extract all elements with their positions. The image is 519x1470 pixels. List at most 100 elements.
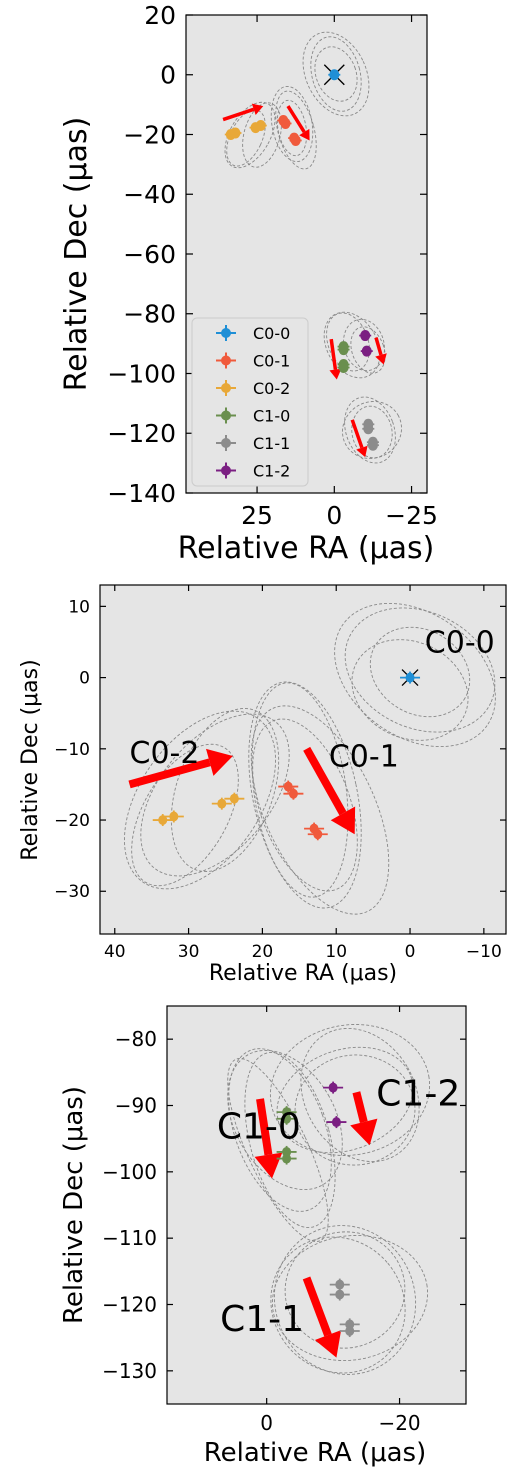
- arrow-shaft: [352, 1091, 368, 1123]
- marker: [282, 1113, 292, 1124]
- marker: [288, 788, 298, 799]
- x-axis: 25 0 −25: [241, 15, 438, 530]
- y-tick-label: −100: [107, 359, 176, 388]
- data-point-c1-1: [329, 1288, 350, 1301]
- x-tick-label: 0: [326, 501, 342, 530]
- arrow-head: [314, 1330, 342, 1358]
- marker: [255, 120, 266, 132]
- marker: [329, 69, 340, 81]
- marker: [158, 815, 168, 825]
- y-tick-label: −100: [102, 1160, 157, 1184]
- x-tick-label: 30: [178, 942, 200, 962]
- marker: [290, 134, 301, 146]
- legend-box: [191, 317, 309, 487]
- legend-entry: C0-2: [216, 379, 290, 398]
- panel-zoom-c0: 10 0 −10 −20 −30 40 30 20 10 0 −10 C0-0 C0-1 C0-2 R…: [18, 584, 507, 986]
- arrow-head: [206, 748, 233, 776]
- component-label: C1-0: [217, 1107, 301, 1148]
- marker: [335, 1279, 345, 1290]
- legend-marker: [221, 438, 231, 448]
- y-tick-label: −40: [123, 180, 176, 209]
- legend-label: C0-1: [253, 352, 290, 371]
- y-tick-label: −130: [102, 1359, 157, 1383]
- marker: [360, 330, 371, 342]
- y-tick-label: −80: [123, 300, 176, 329]
- y-tick-label: −140: [107, 479, 176, 508]
- data-point-c0-1: [307, 828, 328, 841]
- marker: [283, 781, 293, 792]
- arrow-shaft: [329, 338, 338, 370]
- panel-overview: 20 0 −20 −40 −60 −80 −100 −120 −140 25 0 −25 Relat…: [59, 1, 438, 566]
- data-point-c1-1: [366, 439, 379, 451]
- arrow-shaft: [350, 419, 364, 449]
- y-tick-label: 0: [79, 669, 90, 689]
- legend-marker: [221, 410, 231, 421]
- data-point-c0-2: [254, 120, 267, 132]
- marker: [313, 829, 323, 840]
- arrow-head: [299, 128, 310, 141]
- marker: [338, 344, 349, 356]
- marker: [331, 1117, 341, 1128]
- legend-label: C1-0: [253, 407, 290, 426]
- data-point-c1-0: [337, 362, 350, 374]
- component-labels: C1-0 C1-1 C1-2: [217, 1074, 460, 1341]
- y-tick-label: −120: [102, 1293, 157, 1317]
- y-axis: −80 −90 −100 −110 −120 −130: [102, 1027, 466, 1383]
- y-axis-label: Relative Dec (μas): [59, 117, 94, 392]
- arrow-shaft: [374, 337, 383, 356]
- data-point-c0-2: [163, 810, 184, 823]
- beam-ellipses: [124, 602, 496, 915]
- data-point-c1-2: [323, 1081, 344, 1094]
- x-axis: 0 −20: [260, 1006, 421, 1435]
- x-tick-label: 40: [104, 942, 126, 962]
- marker: [345, 1326, 355, 1336]
- marker: [229, 793, 239, 804]
- data-point-c0-1: [279, 117, 292, 129]
- x-tick-label: −10: [466, 942, 502, 962]
- legend-entry: C1-0: [216, 407, 290, 426]
- y-tick-label: 0: [160, 61, 176, 90]
- y-tick-label: −60: [123, 240, 176, 269]
- data-points: [152, 669, 421, 841]
- y-tick-label: 10: [68, 597, 90, 617]
- data-point-c0-2: [224, 792, 245, 805]
- component-label: C0-1: [329, 740, 399, 775]
- marker: [280, 117, 291, 129]
- arrow-head: [330, 806, 356, 835]
- plot-frame: [166, 1005, 467, 1405]
- legend-label: C0-0: [253, 324, 290, 343]
- legend-label: C1-2: [253, 462, 290, 481]
- data-point-c0-0: [323, 64, 345, 86]
- marker: [361, 345, 372, 357]
- y-tick-label: −110: [102, 1226, 157, 1250]
- data-point-c1-1: [329, 1278, 350, 1291]
- motion-arrows: [128, 746, 356, 835]
- x-tick-label: 25: [241, 501, 273, 530]
- data-point-c0-1: [278, 780, 299, 793]
- proper-motion-arrow: [374, 337, 387, 365]
- legend-marker: [221, 383, 231, 393]
- proper-motion-arrow: [350, 419, 368, 458]
- marker: [405, 672, 415, 683]
- y-tick-label: −30: [54, 882, 90, 902]
- data-point-c1-1: [339, 1325, 360, 1338]
- arrow-head: [254, 1152, 283, 1179]
- marker: [367, 439, 378, 451]
- proper-motion-arrow: [286, 105, 310, 141]
- motion-arrows: [254, 1091, 378, 1358]
- marker: [328, 1082, 338, 1093]
- data-points: [276, 1081, 360, 1338]
- y-tick-label: −20: [54, 811, 90, 831]
- proper-motion-arrow: [350, 1091, 378, 1146]
- marker: [335, 1289, 345, 1300]
- data-point-c1-0: [276, 1112, 297, 1125]
- component-label: C1-1: [220, 1299, 304, 1340]
- legend-marker: [221, 328, 231, 338]
- data-point-c0-2: [152, 814, 173, 827]
- arrow-head: [375, 353, 387, 365]
- arrow-shaft: [286, 105, 306, 133]
- y-tick-label: −10: [54, 740, 90, 760]
- component-labels: C0-0 C0-1 C0-2: [130, 626, 495, 775]
- y-tick-label: −20: [123, 120, 176, 149]
